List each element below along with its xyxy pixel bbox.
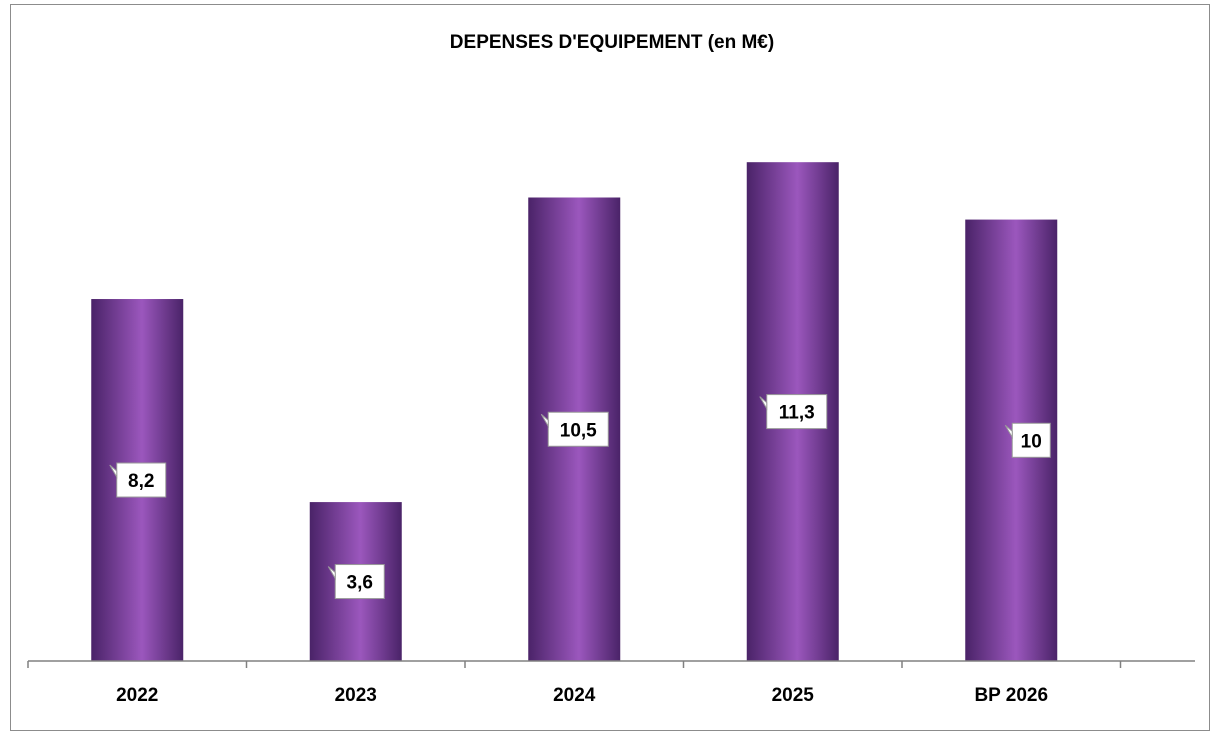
x-tick-labels: 2022 2023 2024 2025 BP 2026: [116, 685, 1048, 706]
chart-title: DEPENSES D'EQUIPEMENT (en M€): [450, 32, 774, 53]
data-label: 10: [1004, 422, 1051, 458]
data-label-pointer: [109, 464, 118, 479]
data-label-box: [547, 411, 609, 447]
data-label-box: [116, 462, 167, 498]
data-label-text: 8,2: [128, 471, 154, 492]
data-label: 8,2: [109, 462, 167, 498]
data-label-pointer: [1004, 424, 1013, 440]
data-label: 11,3: [759, 394, 828, 430]
data-label-pointer: [540, 413, 549, 429]
x-tick-label: BP 2026: [974, 685, 1048, 706]
data-label-text: 3,6: [347, 573, 373, 594]
data-label-text: 10,5: [560, 420, 597, 441]
data-label-text: 10: [1021, 431, 1042, 452]
bars-group: [91, 162, 1058, 662]
data-label: 3,6: [327, 564, 385, 600]
data-label-text: 11,3: [779, 403, 815, 424]
x-tick-label: 2022: [116, 685, 158, 706]
x-tick-label: 2024: [553, 685, 596, 706]
data-label-pointer: [759, 396, 768, 411]
data-label-box: [334, 564, 385, 600]
data-label: 10,5: [540, 411, 609, 447]
data-label-box: [1011, 422, 1051, 458]
x-tick-label: 2023: [335, 685, 377, 706]
x-axis: [27, 660, 1195, 668]
data-label-pointer: [327, 566, 336, 581]
x-tick-label: 2025: [772, 685, 815, 706]
data-labels-group: 8,2 3,6 10,5 11,3 10: [109, 394, 1051, 600]
data-label-box: [766, 394, 828, 430]
